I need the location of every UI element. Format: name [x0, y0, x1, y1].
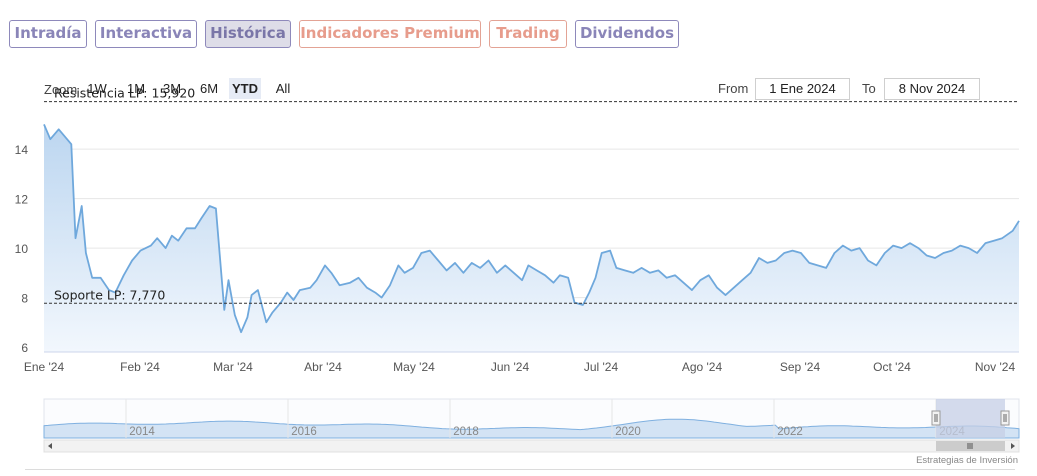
zoom-1m-button[interactable]: 1M: [126, 81, 146, 96]
x-tick-label: Jul '24: [584, 360, 619, 374]
x-tick-label: Oct '24: [873, 360, 911, 374]
navigator-year-label: 2018: [453, 426, 479, 438]
x-tick-label: Jun '24: [491, 360, 530, 374]
resistance-label: Resistencia LP: 15,920: [54, 86, 195, 101]
zoom-6m-button[interactable]: 6M: [199, 81, 219, 96]
x-tick-label: Abr '24: [304, 360, 342, 374]
zoom-ytd-button[interactable]: YTD: [229, 78, 261, 99]
x-tick-label: Nov '24: [975, 360, 1016, 374]
from-label: From: [718, 81, 749, 96]
credit-text: Estrategias de Inversión: [916, 455, 1018, 466]
y-tick-label: 14: [15, 143, 29, 157]
tab-indicadores-premium[interactable]: Indicadores Premium: [299, 20, 481, 48]
tab-trading[interactable]: Trading: [489, 20, 567, 48]
tab-dividendos[interactable]: Dividendos: [575, 20, 679, 48]
support-label: Soporte LP: 7,770: [54, 287, 165, 302]
bottom-divider: [25, 469, 1015, 470]
y-tick-label: 10: [15, 242, 29, 256]
to-label: To: [862, 81, 876, 96]
tab-hist-rica[interactable]: Histórica: [205, 20, 291, 48]
to-date-input[interactable]: 8 Nov 2024: [884, 78, 980, 100]
tab-intrad-a[interactable]: Intradía: [9, 20, 87, 48]
tab-interactiva[interactable]: Interactiva: [95, 20, 197, 48]
zoom-3m-button[interactable]: 3M: [162, 81, 182, 96]
zoom-label: Zoom: [44, 82, 78, 97]
x-tick-label: Feb '24: [120, 360, 160, 374]
x-tick-label: May '24: [393, 360, 435, 374]
y-tick-label: 6: [21, 341, 28, 355]
scroll-left-arrow-icon[interactable]: [48, 443, 52, 449]
zoom-all-button[interactable]: All: [275, 81, 291, 96]
navigator-year-label: 2014: [129, 426, 155, 438]
scroll-right-arrow-icon[interactable]: [1011, 443, 1015, 449]
from-date-input[interactable]: 1 Ene 2024: [755, 78, 850, 100]
x-tick-label: Sep '24: [780, 360, 821, 374]
x-tick-label: Ago '24: [682, 360, 723, 374]
navigator-left-handle[interactable]: [931, 410, 941, 426]
navigator-year-label: 2022: [777, 426, 803, 438]
y-tick-label: 8: [21, 292, 28, 306]
price-line: [43, 124, 1020, 334]
price-area: [44, 124, 1019, 353]
navigator-year-label: 2020: [615, 426, 641, 438]
x-tick-label: Ene '24: [24, 360, 65, 374]
y-tick-label: 12: [15, 193, 29, 207]
zoom-1w-button[interactable]: 1W: [87, 81, 107, 96]
navigator-year-label: 2016: [291, 426, 317, 438]
scrollbar-track: [43, 439, 1020, 453]
navigator-selection: [936, 399, 1005, 438]
navigator-right-handle[interactable]: [1000, 410, 1010, 426]
x-tick-label: Mar '24: [213, 360, 253, 374]
